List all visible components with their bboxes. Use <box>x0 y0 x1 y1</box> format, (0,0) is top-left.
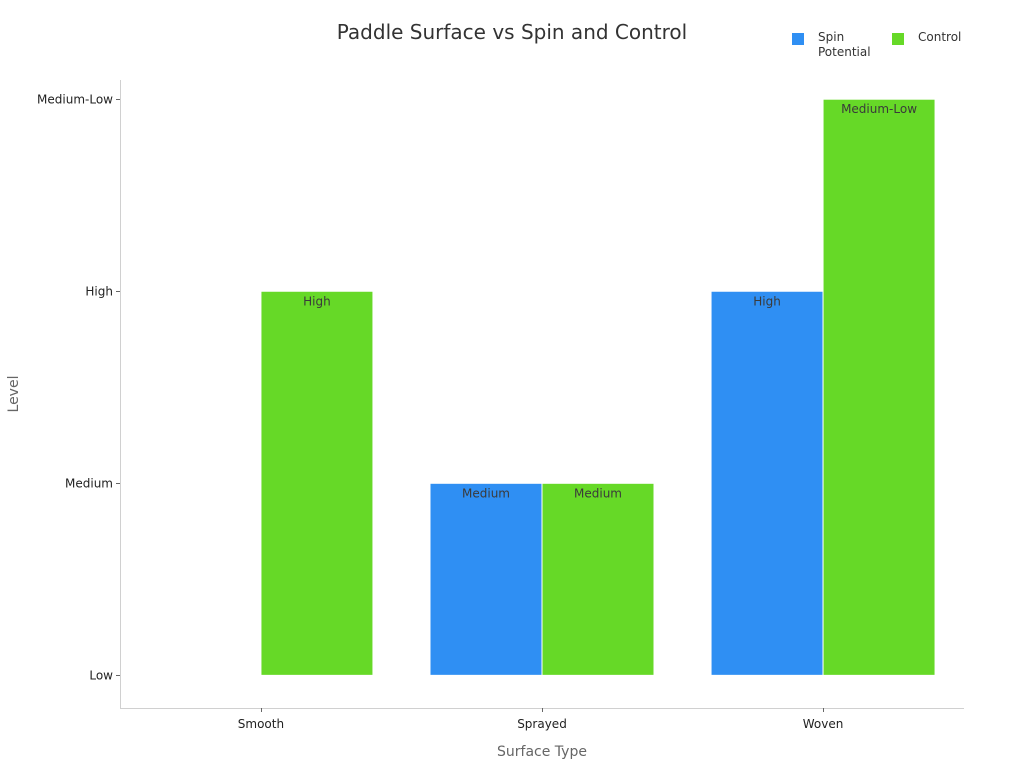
y-axis-label: Level <box>6 376 22 413</box>
y-tick-label-high: High <box>85 285 113 299</box>
y-tick-label-low: Low <box>89 669 113 683</box>
x-tick-label-woven: Woven <box>803 717 844 731</box>
legend-swatch-spin-potential <box>792 33 804 45</box>
legend-label-spin-potential: Spin Potential <box>818 30 871 59</box>
x-tick-label-smooth: Smooth <box>238 717 284 731</box>
bar-label-smooth-control: High <box>303 294 331 308</box>
bar-sprayed-spin-potential[interactable] <box>429 482 543 676</box>
bar-woven-control[interactable] <box>822 98 936 676</box>
legend-label-control: Control <box>918 30 962 44</box>
y-tick-label-medium-low: Medium-Low <box>37 93 113 107</box>
bar-sprayed-control[interactable] <box>541 482 655 676</box>
chart-title: Paddle Surface vs Spin and Control <box>336 20 688 44</box>
x-axis-label: Surface Type <box>497 744 587 760</box>
legend-swatch-control <box>892 33 904 45</box>
x-tick-label-sprayed: Sprayed <box>517 717 567 731</box>
bar-label-sprayed-control: Medium <box>574 486 622 500</box>
bar-woven-spin-potential[interactable] <box>710 290 824 676</box>
legend-item-control[interactable]: Control <box>892 30 966 60</box>
bar-label-woven-spin-potential: High <box>753 294 781 308</box>
y-tick-label-medium: Medium <box>65 477 113 491</box>
legend: Spin Potential Control <box>792 30 966 60</box>
bar-smooth-control[interactable] <box>260 290 374 676</box>
legend-item-spin-potential[interactable]: Spin Potential <box>792 30 874 60</box>
bar-label-sprayed-spin-potential: Medium <box>462 486 510 500</box>
bar-label-woven-control: Medium-Low <box>841 102 917 116</box>
